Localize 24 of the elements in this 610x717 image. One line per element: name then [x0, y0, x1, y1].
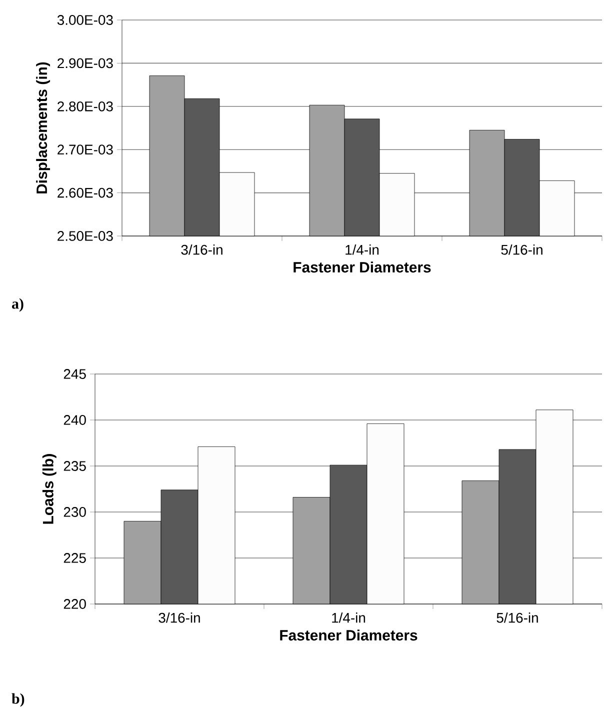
x-tick-label: 3/16-in	[158, 612, 200, 623]
y-tick-label: 2.60E-03	[58, 188, 113, 198]
y-tick-label: 230	[64, 507, 86, 517]
y-tick-label: 225	[64, 553, 86, 563]
x-tick-label: 1/4-in	[346, 244, 379, 255]
x-axis-title: Fastener Diameters	[280, 630, 418, 641]
x-tick-label: 5/16-in	[496, 612, 538, 623]
x-tick-label: 3/16-in	[181, 244, 222, 255]
y-axis-title: Loads (lb)	[42, 454, 56, 524]
y-tick-label: 3.00E-03	[57, 15, 113, 25]
x-axis-title: Fastener Diameters	[294, 262, 431, 273]
y-tick-label: 245	[64, 369, 86, 379]
text: a)	[12, 298, 24, 312]
x-tick-label: 1/4-in	[332, 612, 366, 623]
y-tick-label: 240	[64, 415, 86, 425]
y-axis-title: Displacements (in)	[36, 62, 50, 194]
y-tick-label: 235	[64, 461, 86, 471]
y-tick-label: 2.90E-03	[58, 58, 113, 68]
x-tick-label: 5/16-in	[501, 244, 542, 255]
y-tick-label: 2.80E-03	[58, 101, 113, 112]
y-tick-label: 2.70E-03	[58, 144, 113, 155]
y-tick-label: 2.50E-03	[58, 231, 113, 241]
text: b)	[12, 693, 24, 707]
y-tick-label: 220	[64, 599, 86, 609]
